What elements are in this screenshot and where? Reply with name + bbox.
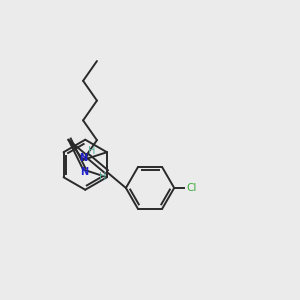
- Text: H: H: [99, 172, 106, 182]
- Text: N: N: [80, 167, 88, 177]
- Text: H: H: [88, 146, 95, 156]
- Text: N: N: [79, 153, 87, 163]
- Text: Cl: Cl: [186, 183, 196, 193]
